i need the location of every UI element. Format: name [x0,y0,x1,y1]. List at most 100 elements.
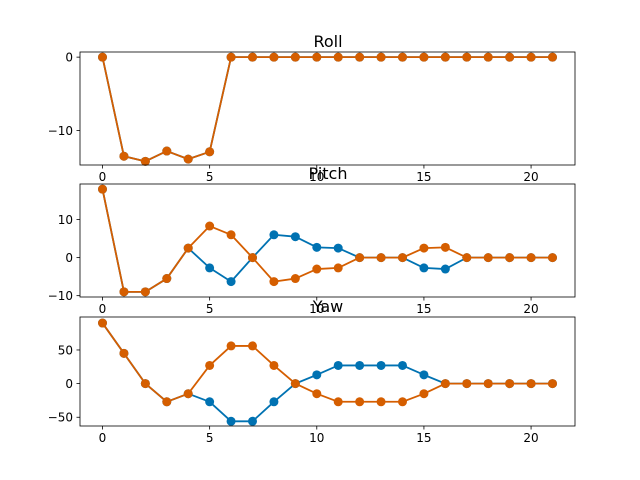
yaw-series-2-point [483,379,493,389]
roll-series-1-line [101,56,553,163]
roll-x-tick-label: 0 [99,170,107,184]
yaw-series-2-point [376,397,386,407]
yaw-series-2-point [419,389,429,399]
pitch-x-tick-label: 10 [309,302,324,316]
roll-panel: 0 5 10 15 20 0 −10 Roll [48,32,576,184]
yaw-series-2-point [462,379,472,389]
yaw-series-2-point [226,341,236,351]
yaw-series-2-point [248,341,257,351]
pitch-series-1-point [333,243,343,253]
yaw-x-tick-label: 5 [206,431,214,445]
roll-series-2-point [333,52,343,62]
yaw-series-2-point [312,389,322,399]
roll-series-2-point [205,147,215,157]
pitch-panel: 0 5 10 15 20 10 0 −10 Pitch [48,164,576,316]
pitch-series-1-point [419,263,429,273]
roll-series-2-point [98,52,107,62]
yaw-series-1-point [248,416,257,426]
yaw-series-1-point [376,360,386,370]
pitch-series-1-point [290,232,300,242]
roll-series-2-line [101,56,553,163]
yaw-title: Yaw [312,297,343,316]
roll-series-2-point [505,52,515,62]
roll-series-2-point [526,52,536,62]
roll-series-2-point [312,52,322,62]
yaw-series-1-point [333,360,343,370]
roll-series-2-point [376,52,386,62]
pitch-x-tick-label: 0 [99,302,107,316]
pitch-series-2-point [398,253,407,263]
yaw-series-2-point [398,397,407,407]
yaw-x-tick-label: 20 [523,431,538,445]
pitch-series-2-point [290,274,300,284]
yaw-series-2-point [98,318,107,328]
yaw-x-tick-label: 10 [309,431,324,445]
yaw-series-2-point [290,379,300,389]
yaw-series-2-point [119,348,129,358]
yaw-series-2-point [333,397,343,407]
roll-x-tick-label: 10 [309,170,324,184]
pitch-series-2-point [162,274,172,284]
roll-series-2-point [355,52,365,62]
roll-axes-frame [79,51,576,166]
pitch-series-1-point [226,277,236,287]
pitch-series-2-point [269,277,279,287]
yaw-series-1-point [312,370,322,380]
yaw-series-1-line [101,322,553,423]
pitch-series-2-point [119,287,129,297]
roll-series-2-point [140,156,150,166]
yaw-series-2-point [505,379,515,389]
roll-series-2-point [419,52,429,62]
roll-x-tick-label: 5 [206,170,214,184]
pitch-series-2-point [483,253,493,263]
yaw-y-tick-label: 0 [65,377,73,391]
pitch-series-2-point [440,242,450,252]
yaw-axes-frame [79,316,576,427]
yaw-series-1-point [355,360,365,370]
yaw-series-2-point [162,397,172,407]
yaw-series-1-point [226,416,236,426]
roll-series-2-point [248,52,257,62]
yaw-x-tick-label: 15 [416,431,431,445]
pitch-series-2-point [205,221,215,231]
yaw-series-1-point [269,397,279,407]
pitch-series-2-point [526,253,536,263]
yaw-x-tick-label: 0 [99,431,107,445]
pitch-series-1-point [440,264,450,274]
roll-series-2-point [290,52,300,62]
pitch-y-tick-label: 0 [65,251,73,265]
yaw-series-1-point [419,370,429,380]
pitch-series-2-point [505,253,515,263]
yaw-series-2-point [205,360,215,370]
roll-x-tick-label: 20 [523,170,538,184]
roll-series-2-point [119,151,129,161]
roll-series-2-point [269,52,279,62]
pitch-series-2-point [376,253,386,263]
roll-series-2-point [162,146,172,156]
pitch-series-2-point [183,243,193,253]
roll-series-2-point [226,52,236,62]
roll-x-tick-label: 15 [416,170,431,184]
roll-series-2-point [440,52,450,62]
yaw-series-2-point [526,379,536,389]
pitch-series-2-point [248,253,257,263]
roll-series-2-point [183,154,193,164]
pitch-y-tick-label: −10 [48,289,73,303]
pitch-series-2-line [101,188,553,293]
yaw-y-tick-label: −50 [48,411,73,425]
pitch-series-2-point [333,263,343,273]
pitch-series-2-point [548,253,557,263]
yaw-series-2-point [440,379,450,389]
roll-series-2-point [483,52,493,62]
pitch-series-1-point [312,242,322,252]
yaw-series-2-point [140,379,150,389]
pitch-series-1-point [205,263,215,273]
pitch-series-2-point [312,264,322,274]
pitch-series-2-point [419,243,429,253]
yaw-series-1-point [398,360,407,370]
pitch-title: Pitch [309,164,348,183]
roll-series-2-point [462,52,472,62]
yaw-series-2-point [355,397,365,407]
